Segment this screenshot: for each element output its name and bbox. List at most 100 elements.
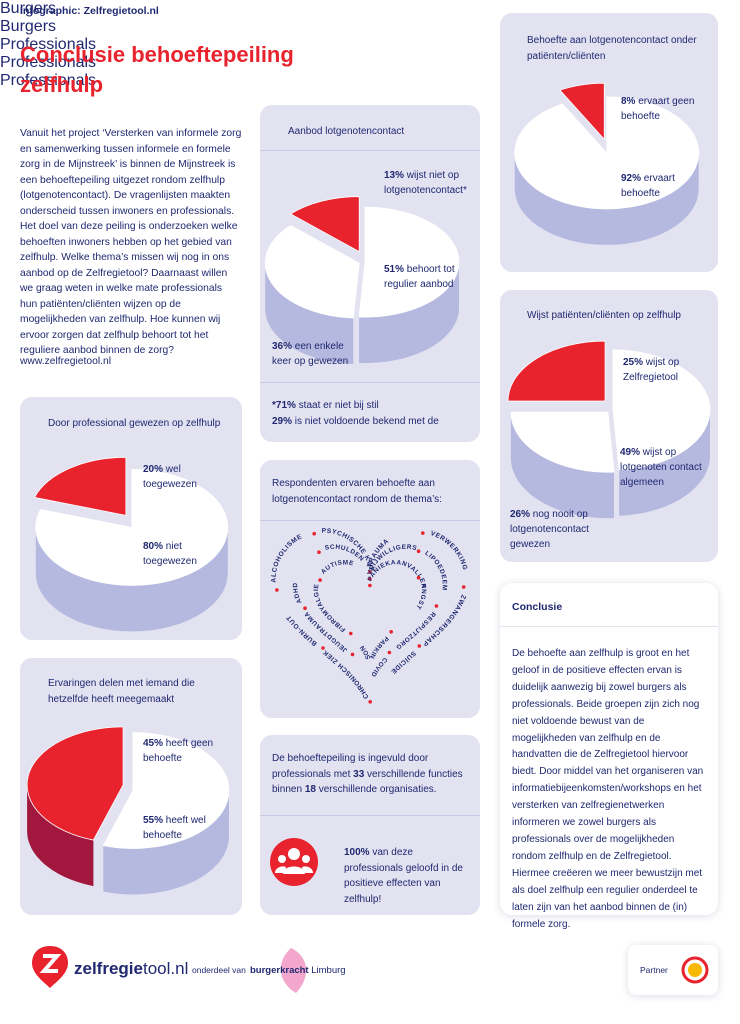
heart-dot bbox=[350, 652, 355, 657]
title: Conclusie behoeftepeiling zelfhulp bbox=[20, 40, 294, 100]
slice-label: 36% een enkele keer op gewezen bbox=[272, 339, 364, 369]
heart-dot bbox=[461, 585, 466, 589]
org-name: burgerkracht Limburg bbox=[250, 963, 346, 979]
theme-word-path: AUTISME bbox=[320, 559, 354, 575]
theme-word-path: ALCOHOLISME bbox=[271, 533, 303, 582]
pie-slice bbox=[35, 469, 229, 586]
theme-word: CHRONISCH ZIEK bbox=[322, 648, 371, 700]
stats-text: De behoeftepeiling is ingevuld door prof… bbox=[272, 751, 468, 798]
theme-word-path: CHRONISCH ZIEK bbox=[322, 648, 370, 700]
partner-logo bbox=[681, 956, 709, 984]
partner-box bbox=[628, 945, 718, 995]
pie-slice bbox=[510, 411, 615, 473]
pie-slice bbox=[612, 349, 711, 471]
heart-dot bbox=[368, 700, 373, 704]
heart-dot bbox=[417, 644, 422, 648]
url[interactable]: www.zelfregietool.nl bbox=[20, 356, 111, 367]
footnote: *71% staat er niet bij stil 29% is niet … bbox=[272, 398, 472, 429]
heart-dot bbox=[368, 570, 372, 574]
org-rest: Limburg bbox=[308, 965, 346, 976]
pie bbox=[26, 726, 230, 895]
conclusion-text: De behoefte aan zelfhulp is groot en het… bbox=[512, 648, 704, 930]
tag: Professionals bbox=[0, 72, 97, 89]
heart-dot bbox=[312, 531, 317, 536]
heart-dot bbox=[321, 646, 325, 650]
heart-dot bbox=[318, 578, 322, 582]
theme-word-path: ZWANGERSCHAP bbox=[421, 594, 466, 648]
belief-text: 100% van deze professionals geloofd in d… bbox=[344, 845, 472, 907]
theme-word-path: SUÏCIDE bbox=[389, 649, 416, 675]
slice-percent: 26% bbox=[510, 509, 531, 520]
footnote-text: staat er niet bij stil bbox=[295, 400, 379, 411]
heart-dot bbox=[389, 630, 394, 634]
theme-word: ALCOHOLISME bbox=[271, 533, 304, 582]
slice-text: wel toegewezen bbox=[143, 464, 197, 490]
pie-slice bbox=[358, 206, 460, 318]
logo-text: zelfregietool.nl bbox=[74, 958, 188, 980]
slice-percent: 8% bbox=[621, 96, 636, 107]
pie bbox=[264, 196, 460, 364]
footnote-bold: *71% bbox=[272, 400, 296, 411]
theme-word-path: ANGST bbox=[414, 583, 426, 610]
pie-side bbox=[265, 263, 354, 364]
pie-side bbox=[103, 790, 229, 895]
theme-word: COVID bbox=[369, 656, 388, 678]
heart-dot bbox=[368, 577, 372, 581]
slice-percent: 49% bbox=[620, 447, 641, 458]
logo-icon bbox=[32, 946, 68, 988]
intro: Vanuit het project ‘Versterken van infor… bbox=[20, 128, 242, 356]
slice-text: nog nooit op lotgenotencontact gewezen bbox=[510, 509, 589, 550]
title-line: zelfhulp bbox=[20, 72, 104, 97]
theme-word: ADHD bbox=[292, 582, 303, 604]
conclusion-panel bbox=[500, 583, 718, 915]
people-icon bbox=[270, 838, 318, 886]
divider bbox=[260, 382, 480, 383]
slice-percent: 13% bbox=[384, 170, 405, 181]
panel bbox=[260, 460, 480, 718]
theme-word-path: RESPIJTZORG bbox=[394, 610, 436, 651]
pie-side bbox=[619, 409, 710, 516]
question: Door professional gewezen op zelfhulp bbox=[48, 418, 221, 429]
pie-side bbox=[514, 152, 699, 245]
stats-part: verschillende functies binnen bbox=[272, 768, 463, 796]
pie-side bbox=[35, 527, 228, 632]
heart-dot bbox=[387, 650, 392, 655]
heart-dot bbox=[368, 583, 372, 588]
footnote-bold: 29% bbox=[272, 415, 293, 427]
stats-number: 33 bbox=[353, 768, 365, 780]
theme-word: RESPIJTZORG bbox=[394, 610, 437, 651]
slice-percent: 51% bbox=[384, 264, 405, 275]
slice-text: wijst op lotgenoten contact algemeen bbox=[620, 447, 702, 488]
theme-word: SUÏCIDE bbox=[389, 649, 417, 675]
pie bbox=[514, 82, 700, 245]
heart-dot bbox=[303, 606, 307, 610]
stats-part: De behoeftepeiling is ingevuld door prof… bbox=[272, 753, 429, 780]
header-label: Infographic: Zelfregietool.nl bbox=[20, 5, 159, 17]
slice-label: 20% wel toegewezen bbox=[143, 462, 235, 492]
divider bbox=[260, 815, 480, 816]
theme-word: LIPOEDEEM bbox=[423, 550, 448, 591]
tag: Burgers bbox=[0, 18, 57, 35]
heart-dot bbox=[421, 531, 425, 535]
pie-slice bbox=[289, 196, 360, 253]
slice-label: 45% heeft geen behoefte bbox=[143, 736, 235, 766]
heart-dot bbox=[416, 575, 421, 580]
question: Aanbod lotgenotencontact bbox=[288, 126, 405, 137]
pie-slice bbox=[507, 340, 606, 402]
theme-word-path: ADHD bbox=[292, 582, 303, 604]
pie bbox=[507, 340, 711, 519]
pie-side bbox=[27, 784, 94, 887]
slice-percent: 80% bbox=[143, 541, 164, 552]
theme-word: PARKINSON bbox=[359, 635, 390, 660]
heart-dot bbox=[275, 588, 279, 592]
slice-percent: 36% bbox=[272, 341, 293, 352]
theme-word: ZWANGERSCHAP bbox=[421, 594, 467, 648]
tag: Burgers bbox=[0, 0, 57, 17]
slice-text: heeft geen behoefte bbox=[143, 738, 214, 764]
slice-label: 55% heeft wel behoefte bbox=[143, 813, 235, 843]
slice-percent: 45% bbox=[143, 738, 164, 749]
slice-percent: 20% bbox=[143, 464, 164, 475]
conclusion-title: Conclusie bbox=[512, 601, 563, 613]
